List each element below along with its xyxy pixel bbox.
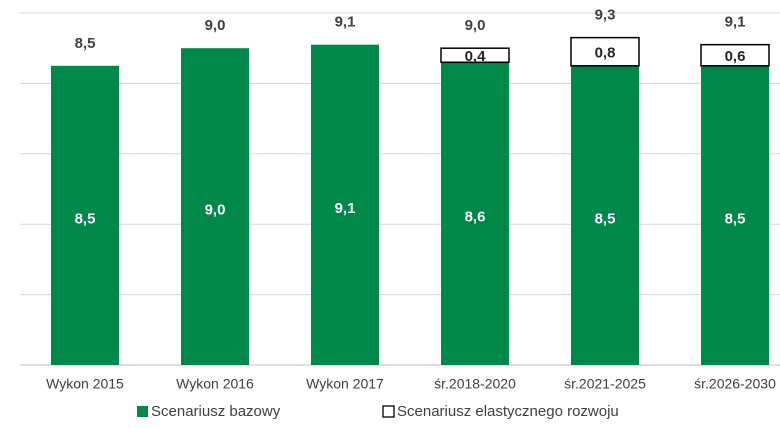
legend-swatch (382, 405, 395, 418)
total-label: 9,3 (595, 7, 616, 24)
bar-segment (700, 43, 770, 67)
total-label: 9,1 (725, 14, 746, 31)
data-label: 9,0 (205, 202, 226, 219)
legend-swatch (137, 406, 148, 417)
total-label: 9,1 (335, 14, 356, 31)
bar-segment (441, 62, 509, 365)
x-tick-label: Wykon 2017 (306, 376, 384, 392)
data-label: 8,6 (465, 209, 486, 226)
data-label: 8,5 (725, 210, 746, 227)
x-tick-label: śr.2018-2020 (434, 376, 516, 392)
x-tick-label: śr.2026-2030 (694, 376, 776, 392)
legend-label: Scenariusz elastycznego rozwoju (397, 403, 619, 420)
bar-segment (311, 44, 379, 366)
bar-segment (51, 65, 119, 366)
total-label: 9,0 (465, 17, 486, 34)
data-label: 0,8 (595, 45, 616, 62)
bar-segment (701, 65, 769, 366)
total-label: 9,0 (205, 17, 226, 34)
data-label: 8,5 (595, 210, 616, 227)
x-tick-label: śr.2021-2025 (564, 376, 646, 392)
total-label: 8,5 (75, 35, 96, 52)
bar-segment (570, 36, 640, 67)
x-tick-label: Wykon 2016 (176, 376, 254, 392)
data-label: 0,6 (725, 48, 746, 65)
bar-segment (181, 48, 249, 365)
bar-segment (571, 65, 639, 366)
legend-label: Scenariusz bazowy (151, 403, 281, 420)
bar-segment (440, 47, 510, 64)
data-label: 8,5 (75, 210, 96, 227)
data-label: 0,4 (465, 48, 487, 65)
x-tick-label: Wykon 2015 (46, 376, 124, 392)
data-label: 9,1 (335, 200, 356, 217)
